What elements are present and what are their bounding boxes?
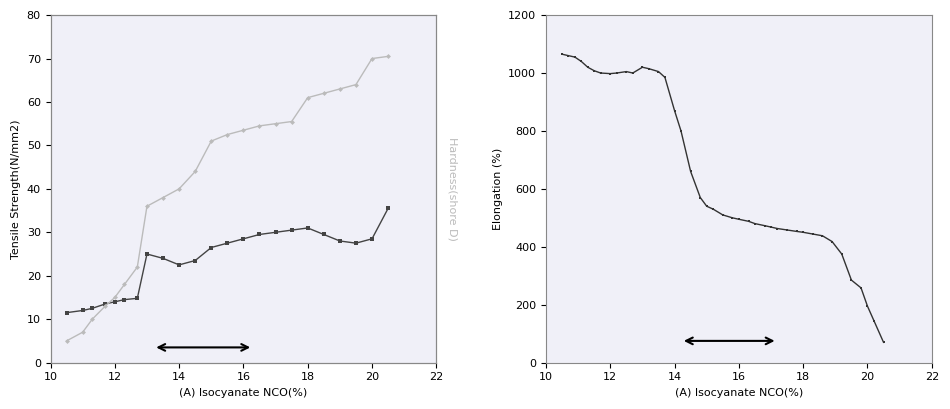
Y-axis label: Hardness(shore D): Hardness(shore D) <box>447 137 458 241</box>
X-axis label: (A) Isocyanate NCO(%): (A) Isocyanate NCO(%) <box>180 388 308 398</box>
Y-axis label: Tensile Strength(N/mm2): Tensile Strength(N/mm2) <box>11 119 21 258</box>
X-axis label: (A) Isocyanate NCO(%): (A) Isocyanate NCO(%) <box>674 388 803 398</box>
Y-axis label: Elongation (%): Elongation (%) <box>492 148 503 230</box>
